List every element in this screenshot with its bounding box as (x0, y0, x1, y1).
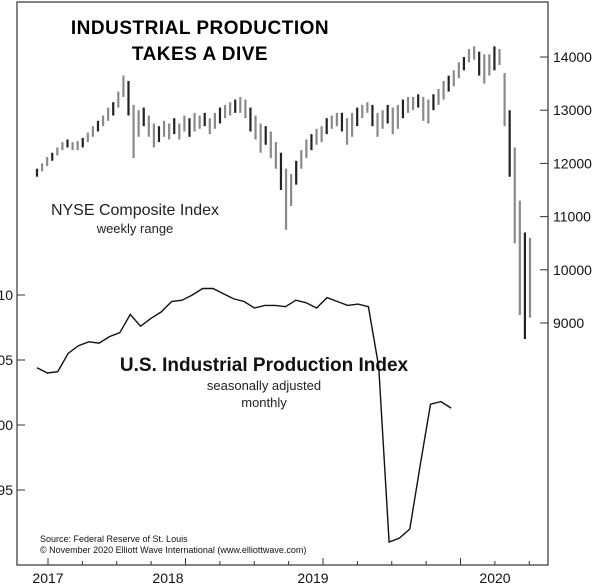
x-tick-label: 2020 (479, 570, 510, 585)
left-tick-label: 110 (0, 287, 13, 303)
x-tick-label: 2018 (152, 570, 183, 585)
ip-sublabel-1: seasonally adjusted (207, 378, 321, 393)
ip-line (36, 287, 452, 543)
nyse-series (35, 46, 532, 339)
right-tick-label: 12000 (553, 155, 592, 171)
x-axis-ticks (47, 558, 530, 565)
right-tick-label: 11000 (553, 209, 591, 225)
ip-label: U.S. Industrial Production Index (120, 355, 409, 376)
source-line-1: Source: Federal Reserve of St. Louis (40, 534, 188, 544)
title-line-1: INDUSTRIAL PRODUCTION (71, 18, 329, 39)
nyse-label: NYSE Composite Index (51, 202, 219, 219)
right-tick-label: 14000 (553, 49, 592, 65)
ip-sublabel-2: monthly (241, 395, 287, 410)
right-tick-label: 9000 (553, 315, 584, 331)
left-tick-label: 100 (0, 417, 13, 433)
x-tick-label: 2019 (297, 570, 328, 585)
left-tick-label: 105 (0, 352, 13, 368)
nyse-sublabel: weekly range (96, 221, 174, 236)
source-line-2: © November 2020 Elliott Wave Internation… (40, 545, 306, 555)
plot-frame (16, 1, 549, 566)
right-tick-label: 10000 (553, 262, 592, 278)
right-tick-label: 13000 (553, 102, 592, 118)
right-axis: 14000 13000 12000 11000 10000 9000 (540, 49, 592, 331)
x-tick-label: 2017 (32, 570, 63, 585)
title-line-2: TAKES A DIVE (132, 44, 268, 65)
left-axis: 110 105 100 95 (0, 287, 25, 498)
left-tick-label: 95 (0, 482, 13, 498)
ip-series (36, 287, 452, 543)
